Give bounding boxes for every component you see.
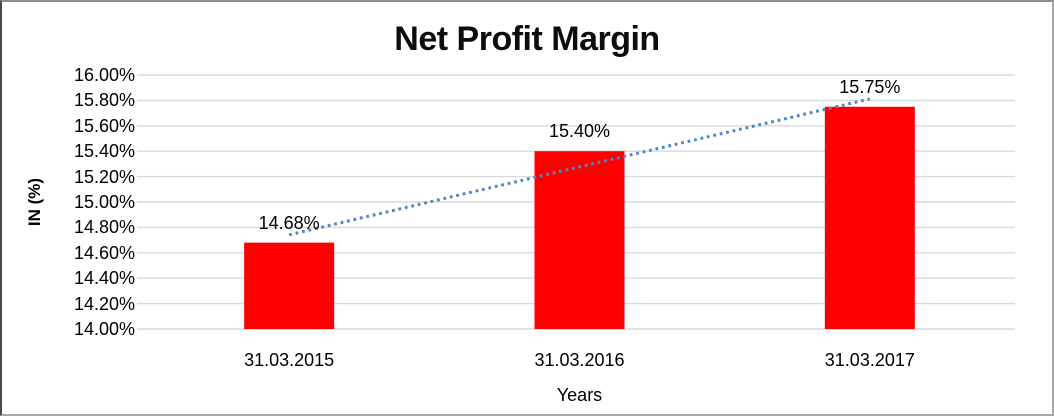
y-tick-label: 14.40% bbox=[73, 268, 135, 289]
chart-title: Net Profit Margin bbox=[394, 20, 660, 58]
x-tick-label: 31.03.2017 bbox=[824, 350, 915, 370]
data-label: 15.75% bbox=[839, 76, 901, 97]
y-tick-label: 15.80% bbox=[73, 90, 135, 111]
data-label: 14.68% bbox=[258, 212, 320, 233]
y-tick-label: 14.80% bbox=[73, 217, 135, 238]
y-tick-label: 14.20% bbox=[73, 293, 135, 314]
bar-31.03.2016 bbox=[534, 151, 625, 329]
y-tick-label: 15.60% bbox=[73, 115, 135, 136]
trendline bbox=[288, 97, 871, 237]
x-tick-label: 31.03.2015 bbox=[244, 350, 335, 370]
x-tick-label: 31.03.2016 bbox=[534, 350, 625, 370]
y-tick-label: 15.00% bbox=[73, 192, 135, 212]
y-tick-label: 16.00% bbox=[73, 65, 135, 85]
data-label: 15.40% bbox=[548, 121, 611, 142]
x-axis-title: Years bbox=[556, 385, 603, 405]
y-tick-label: 15.20% bbox=[73, 166, 135, 187]
y-tick-label: 14.00% bbox=[73, 319, 135, 339]
bar-31.03.2015 bbox=[244, 242, 335, 329]
bar-31.03.2017 bbox=[824, 106, 915, 329]
y-tick-label: 15.40% bbox=[73, 141, 135, 162]
y-tick-label: 14.60% bbox=[73, 242, 135, 263]
